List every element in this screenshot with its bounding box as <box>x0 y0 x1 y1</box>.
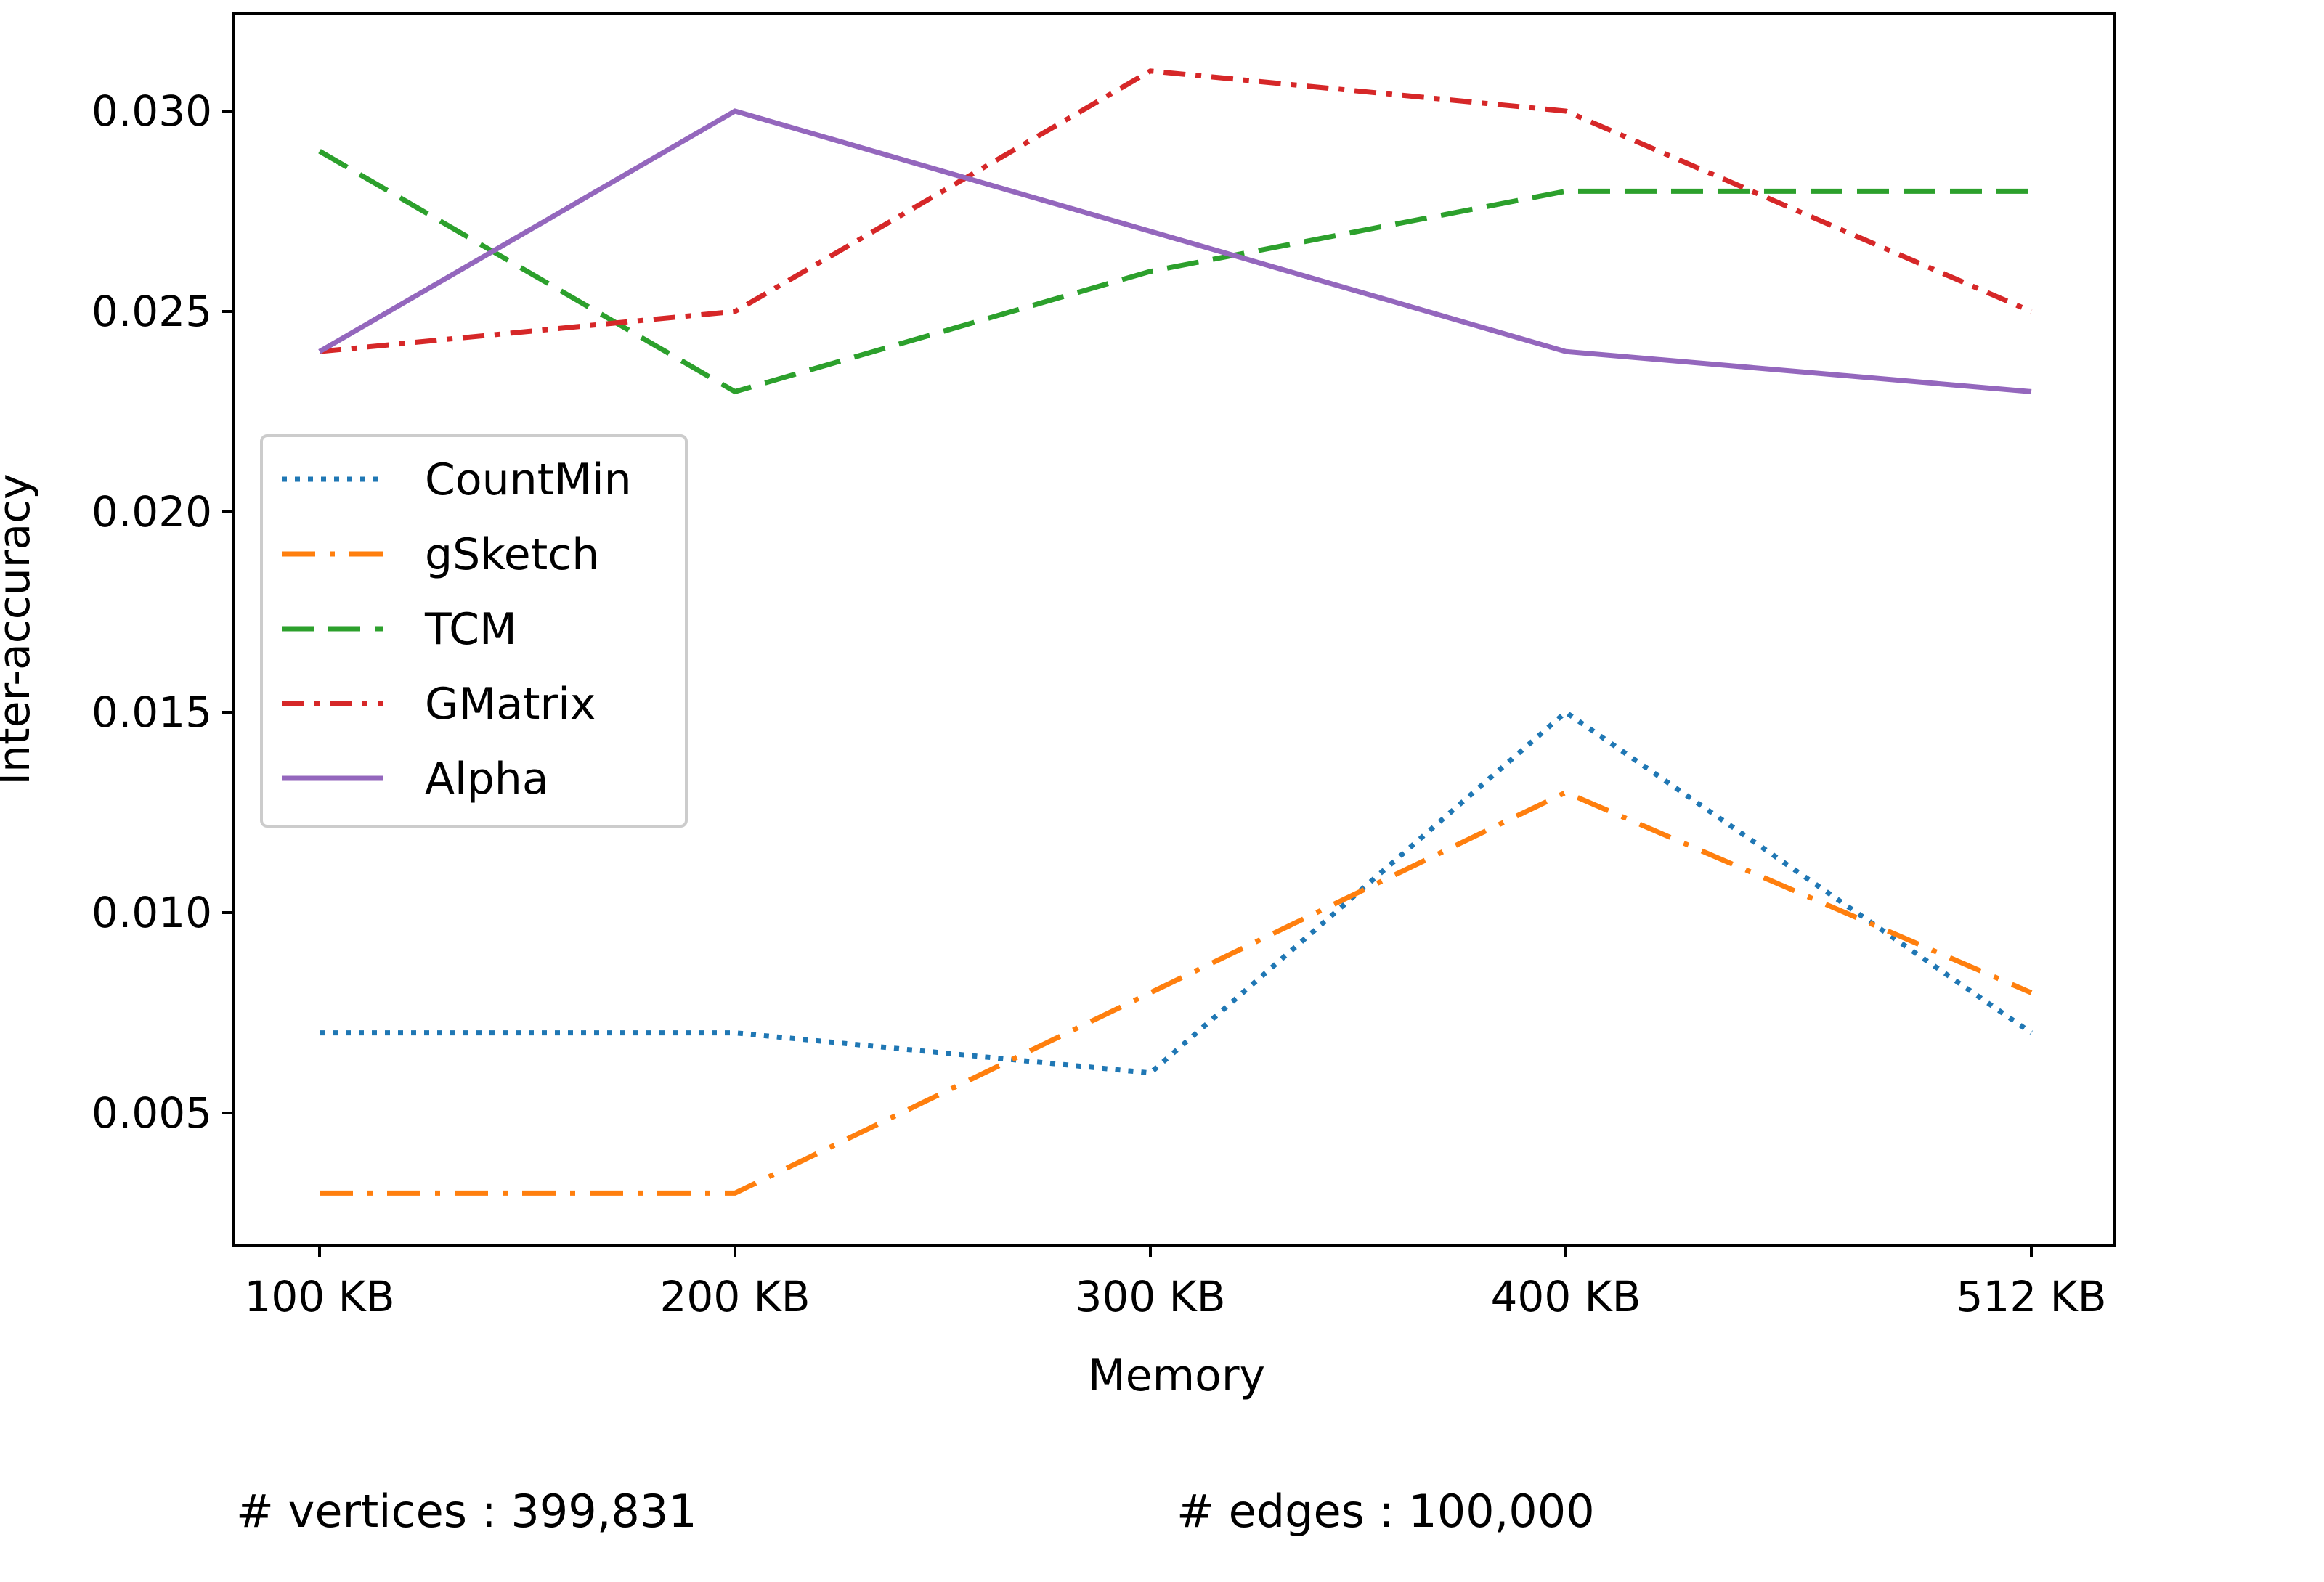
y-tick-label: 0.015 <box>92 688 212 737</box>
legend-label: CountMin <box>425 454 632 505</box>
legend: CountMin gSketch TCM GMatrix Alpha <box>260 434 688 828</box>
series-line-gsketch <box>320 789 2033 1196</box>
y-tick-label: 0.005 <box>92 1088 212 1138</box>
edges-count: # edges : 100,000 <box>1177 1485 1595 1538</box>
plot-frame <box>232 12 2116 1247</box>
y-tick-label: 0.020 <box>92 487 212 537</box>
y-tick-label: 0.025 <box>92 287 212 336</box>
legend-label: GMatrix <box>425 679 596 730</box>
vertices-count: # vertices : 399,831 <box>236 1485 697 1538</box>
x-tick-label: 300 KB <box>1076 1272 1226 1321</box>
y-tick-label: 0.030 <box>92 86 212 136</box>
series-line-alpha <box>318 108 2032 394</box>
x-axis: 100 KB 200 KB 300 KB 400 KB 512 KB <box>245 1246 2107 1321</box>
plot-lines <box>318 68 2033 1196</box>
legend-label: TCM <box>424 604 517 655</box>
y-axis-label: Inter-accuracy <box>0 473 40 785</box>
x-tick-label: 400 KB <box>1491 1272 1641 1321</box>
series-line-tcm <box>318 149 2031 395</box>
y-tick-label: 0.010 <box>92 888 212 937</box>
x-tick-label: 512 KB <box>1957 1272 2107 1321</box>
series-line-countmin <box>320 709 2033 1076</box>
x-axis-label: Memory <box>1088 1350 1265 1401</box>
legend-label: Alpha <box>425 754 549 804</box>
legend-label: gSketch <box>425 529 599 580</box>
series-line-gmatrix <box>319 68 2033 354</box>
x-tick-label: 100 KB <box>245 1272 395 1321</box>
y-axis: 0.005 0.010 0.015 0.020 0.025 0.030 <box>92 86 234 1138</box>
legend-box <box>260 434 688 828</box>
x-tick-label: 200 KB <box>660 1272 810 1321</box>
